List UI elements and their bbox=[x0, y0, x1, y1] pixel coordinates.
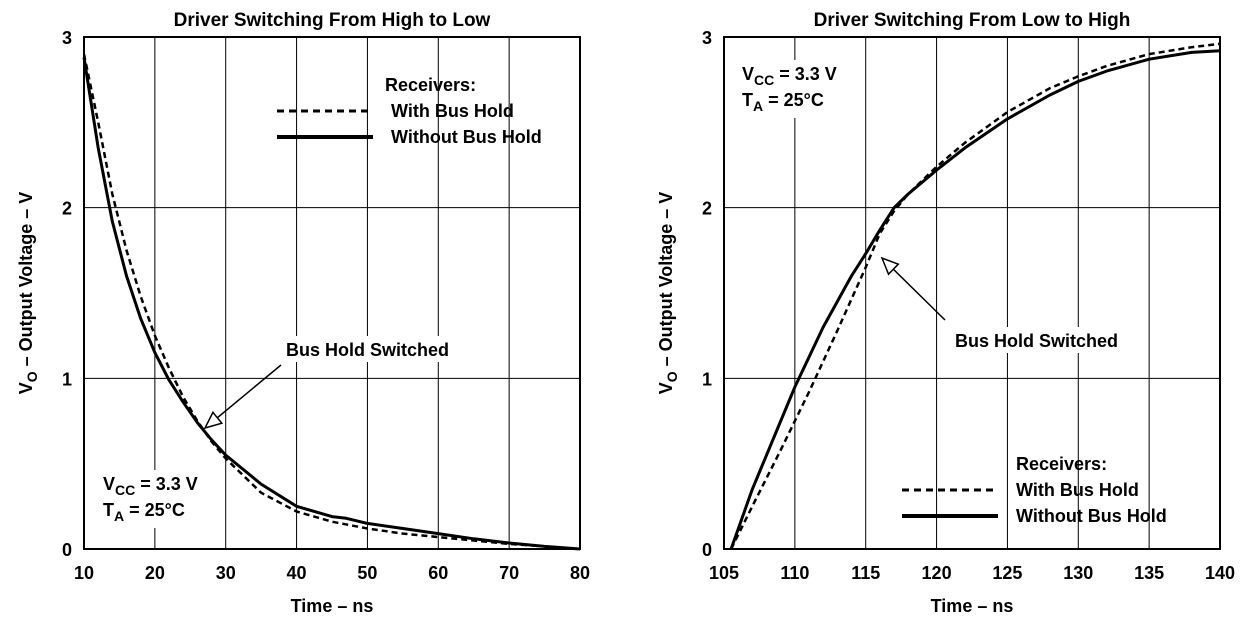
x-tick-label: 125 bbox=[992, 563, 1022, 583]
y-tick-label: 2 bbox=[702, 199, 712, 219]
x-tick-label: 60 bbox=[428, 563, 448, 583]
y-tick-label: 2 bbox=[62, 199, 72, 219]
annotation-label: Bus Hold Switched bbox=[286, 340, 449, 360]
annotation-bg bbox=[282, 336, 478, 362]
y-tick-label: 0 bbox=[702, 540, 712, 560]
plot-frame bbox=[83, 36, 581, 550]
legend-entry: With Bus Hold bbox=[1016, 480, 1139, 500]
chart-panel-2: 105 110 115 120 125 130 135 140 0 1 2 3 Driver Switc… bbox=[656, 10, 1235, 616]
y-tick-label: 1 bbox=[62, 369, 72, 389]
annotation-arrowhead bbox=[203, 411, 224, 430]
legend-title: Receivers: bbox=[1016, 454, 1107, 474]
y-tick-label: 0 bbox=[62, 540, 72, 560]
x-tick-label: 120 bbox=[922, 563, 952, 583]
annotation-label: Bus Hold Switched bbox=[955, 331, 1118, 351]
chart-title: Driver Switching From High to Low bbox=[174, 10, 491, 31]
x-tick-label: 135 bbox=[1134, 563, 1164, 583]
legend-entry: Without Bus Hold bbox=[1016, 506, 1167, 526]
y-tick-label: 1 bbox=[702, 369, 712, 389]
x-tick-label: 40 bbox=[287, 563, 307, 583]
plot-frame bbox=[723, 36, 1221, 550]
x-tick-label: 115 bbox=[851, 563, 880, 583]
conditions-box bbox=[738, 60, 862, 118]
legend-entry: Without Bus Hold bbox=[391, 127, 542, 147]
legend-title: Receivers: bbox=[385, 75, 476, 95]
legend-entry: With Bus Hold bbox=[391, 101, 514, 121]
x-tick-label: 130 bbox=[1063, 563, 1093, 583]
chart-panel-1: 10 20 30 40 50 60 70 80 0 1 2 3 Driver Switching Fro… bbox=[16, 10, 590, 616]
x-tick-label: 105 bbox=[709, 563, 739, 583]
annotation-arrowhead bbox=[880, 256, 900, 276]
series-line-with-bus-hold bbox=[82, 53, 581, 551]
condition-text: VCC = 3.3 V bbox=[103, 474, 198, 498]
x-tick-label: 110 bbox=[780, 563, 809, 583]
conditions-box bbox=[99, 470, 223, 528]
y-axis-label: VO – Output Voltage – V bbox=[656, 192, 680, 395]
condition-text: TA = 25°C bbox=[742, 90, 824, 114]
series-line-without-bus-hold bbox=[729, 49, 1221, 550]
condition-text: TA = 25°C bbox=[103, 500, 185, 524]
x-tick-label: 20 bbox=[145, 563, 165, 583]
x-tick-label: 70 bbox=[499, 563, 519, 583]
condition-text: VCC = 3.3 V bbox=[742, 64, 837, 88]
series-line-without-bus-hold bbox=[82, 57, 581, 551]
y-axis-label: VO – Output Voltage – V bbox=[16, 192, 40, 395]
x-tick-label: 30 bbox=[216, 563, 236, 583]
chart-title: Driver Switching From Low to High bbox=[814, 10, 1131, 31]
x-tick-label: 80 bbox=[570, 563, 590, 583]
annotation-bg bbox=[951, 327, 1147, 353]
x-tick-label: 10 bbox=[74, 563, 94, 583]
x-axis-label: Time – ns bbox=[291, 596, 374, 616]
x-axis-label: Time – ns bbox=[931, 596, 1014, 616]
y-tick-label: 3 bbox=[62, 28, 72, 48]
x-tick-label: 140 bbox=[1205, 563, 1235, 583]
y-tick-label: 3 bbox=[702, 28, 712, 48]
x-tick-label: 50 bbox=[357, 563, 377, 583]
series-line-with-bus-hold bbox=[729, 42, 1221, 550]
